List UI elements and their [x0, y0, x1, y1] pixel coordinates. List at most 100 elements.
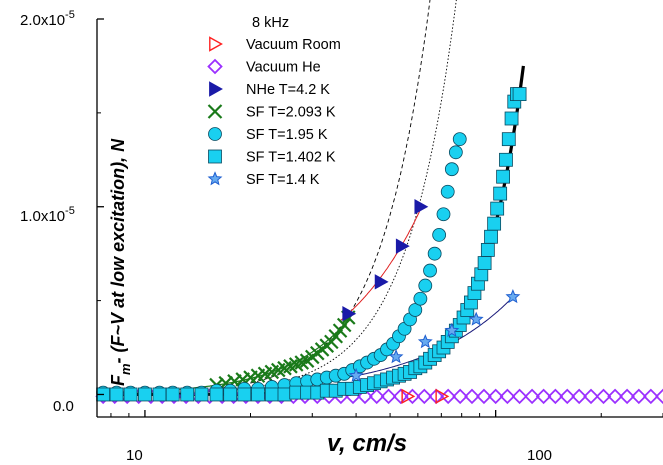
diamond-marker	[487, 388, 504, 405]
diamond-marker	[595, 388, 612, 405]
diamond-marker	[476, 388, 492, 405]
y-axis-label-rest: - (F~V at low excitation), N	[108, 138, 128, 364]
circle-marker	[418, 278, 433, 293]
y-tick-label-0: 0.0	[53, 398, 74, 415]
triangle-marker	[401, 388, 416, 405]
x-marker	[336, 317, 352, 333]
series-2	[342, 199, 429, 322]
circle-marker	[432, 227, 447, 242]
square-marker	[194, 387, 209, 402]
triangle-marker	[209, 81, 223, 97]
nhe-fit-curve	[339, 204, 424, 322]
triangle-marker	[374, 274, 389, 290]
diamond-marker	[511, 388, 528, 405]
x-tick-label-10: 10	[126, 447, 143, 464]
legend-label-3: SF T=2.093 K	[246, 105, 336, 121]
y-tick-mantissa: 2.0x10	[20, 12, 65, 29]
triangle-marker	[435, 388, 450, 405]
star-marker	[348, 367, 364, 383]
y-tick-labels: 2.0x10-5 1.0x10-5 0.0	[20, 9, 75, 415]
diamond-marker	[499, 388, 516, 405]
star-marker	[468, 311, 484, 326]
circle-marker	[440, 184, 455, 199]
y-tick-exp: -5	[65, 205, 75, 217]
y-axis-label-main: F	[108, 374, 128, 386]
legend-label-0: Vacuum Room	[246, 37, 341, 53]
x-axis-label: v, cm/s	[327, 430, 407, 457]
triangle-marker	[395, 238, 410, 254]
square-marker	[499, 152, 513, 167]
star-marker	[207, 171, 223, 186]
square-marker	[277, 387, 292, 402]
legend: 8 kHz Vacuum Room Vacuum He NHe T=4.2 K SF …	[207, 15, 341, 188]
series-6	[348, 288, 521, 383]
diamond-marker	[619, 388, 635, 405]
square-marker	[109, 387, 124, 402]
series-5	[96, 87, 527, 402]
diamond-marker	[559, 388, 576, 405]
diamond-marker	[643, 388, 659, 405]
diamond-marker	[416, 388, 433, 405]
diamond-marker	[524, 388, 540, 405]
legend-label-2: NHe T=4.2 K	[246, 82, 330, 98]
diamond-marker	[655, 388, 663, 405]
square-marker	[209, 387, 224, 402]
square-marker	[484, 229, 498, 244]
square-marker	[152, 387, 167, 402]
dashed-fit-curve-1	[110, 0, 431, 395]
legend-label-4: SF T=1.95 K	[246, 127, 328, 143]
legend-label-6: SF T=1.4 K	[246, 172, 320, 188]
series-3	[209, 310, 356, 393]
circle-marker	[208, 127, 222, 141]
square-marker	[264, 387, 279, 402]
y-tick-mantissa: 1.0x10	[20, 208, 65, 225]
diamond-marker	[357, 388, 373, 405]
star-marker	[388, 349, 404, 364]
y-tick-exp: -5	[65, 9, 75, 21]
circle-marker	[423, 263, 437, 278]
diamond-marker	[607, 388, 623, 405]
square-marker	[180, 387, 195, 402]
diamond-marker	[535, 388, 552, 405]
circle-marker	[413, 291, 428, 306]
triangle-marker	[209, 36, 223, 52]
circle-marker	[427, 246, 442, 261]
square-marker	[138, 387, 152, 402]
legend-title: 8 kHz	[252, 15, 289, 31]
circle-marker	[436, 207, 451, 222]
square-marker	[165, 387, 180, 402]
square-marker	[490, 201, 505, 216]
square-marker	[493, 186, 508, 201]
square-marker	[208, 149, 222, 164]
triangle-marker	[414, 199, 429, 215]
diamond-marker	[207, 58, 223, 75]
diamond-marker	[368, 388, 385, 405]
x-tick-label-100: 100	[527, 447, 552, 464]
square-marker	[504, 111, 519, 126]
circle-marker	[444, 162, 459, 177]
diamond-marker	[631, 388, 647, 405]
square-marker	[477, 256, 492, 270]
circle-marker	[408, 303, 423, 317]
diamond-marker	[392, 388, 409, 405]
x-marker-stroke	[336, 317, 352, 333]
square-marker	[501, 132, 516, 147]
diamond-marker	[452, 388, 468, 405]
square-marker	[480, 243, 495, 257]
legend-label-5: SF T=1.402 K	[246, 150, 336, 166]
square-marker	[237, 387, 252, 402]
square-marker	[123, 387, 138, 402]
diamond-marker	[571, 388, 587, 405]
diamond-marker	[380, 388, 397, 405]
diamond-marker	[404, 388, 421, 405]
legend-label-1: Vacuum He	[246, 60, 321, 76]
y-axis-label-sub: m	[118, 363, 133, 375]
axes	[96, 18, 663, 418]
x-tick-labels: 10 100	[126, 447, 552, 464]
y-tick-label-1: 1.0x10-5	[20, 205, 75, 225]
star-marker	[505, 288, 521, 304]
diamond-marker	[464, 388, 480, 405]
star-marker	[444, 322, 460, 337]
x-marker	[207, 104, 223, 119]
